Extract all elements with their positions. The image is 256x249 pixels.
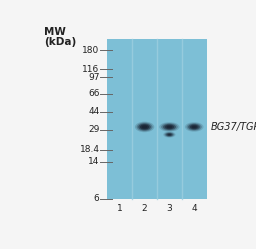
Ellipse shape — [135, 122, 154, 132]
Ellipse shape — [165, 133, 173, 137]
Text: 29: 29 — [88, 125, 99, 134]
Ellipse shape — [163, 124, 176, 130]
Ellipse shape — [140, 124, 149, 129]
Ellipse shape — [168, 134, 170, 135]
Ellipse shape — [193, 126, 196, 128]
Text: MW: MW — [44, 27, 66, 37]
Ellipse shape — [188, 124, 200, 130]
Ellipse shape — [166, 133, 172, 136]
Text: 14: 14 — [88, 157, 99, 166]
Ellipse shape — [187, 123, 202, 131]
Text: 180: 180 — [82, 46, 99, 55]
Text: 66: 66 — [88, 89, 99, 98]
Ellipse shape — [166, 125, 173, 128]
Ellipse shape — [142, 125, 147, 128]
Text: 44: 44 — [88, 107, 99, 116]
Text: 97: 97 — [88, 73, 99, 82]
Ellipse shape — [159, 122, 179, 132]
Ellipse shape — [161, 123, 178, 131]
Text: 1: 1 — [117, 204, 123, 213]
Ellipse shape — [185, 122, 204, 132]
Text: 4: 4 — [191, 204, 197, 213]
Ellipse shape — [191, 125, 197, 128]
Text: BG37/TGR5: BG37/TGR5 — [210, 122, 256, 132]
Ellipse shape — [137, 123, 153, 131]
Ellipse shape — [163, 131, 176, 138]
Text: 3: 3 — [166, 204, 172, 213]
Bar — [108, 40, 207, 199]
Ellipse shape — [138, 124, 151, 130]
Ellipse shape — [167, 134, 171, 135]
Ellipse shape — [168, 126, 171, 128]
Text: (kDa): (kDa) — [44, 37, 76, 47]
Text: 6: 6 — [94, 194, 99, 203]
Ellipse shape — [190, 125, 199, 129]
Text: 18.4: 18.4 — [79, 145, 99, 154]
Text: 116: 116 — [82, 65, 99, 74]
Ellipse shape — [165, 125, 174, 129]
Ellipse shape — [164, 132, 175, 137]
Text: 2: 2 — [142, 204, 147, 213]
Ellipse shape — [143, 126, 146, 128]
